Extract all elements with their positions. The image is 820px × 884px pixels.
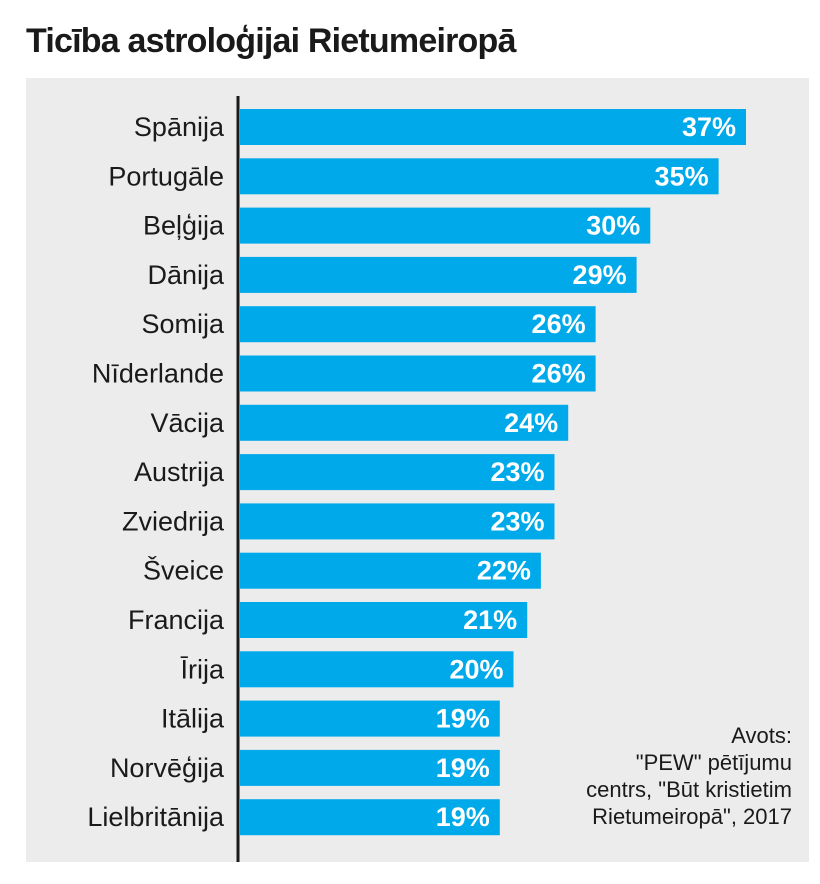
bar <box>240 749 500 786</box>
bar <box>240 306 596 343</box>
value-label: 26% <box>532 309 586 339</box>
category-label: Somija <box>141 309 225 339</box>
category-label: Austrija <box>134 457 225 487</box>
value-label: 19% <box>436 802 490 832</box>
source-line: centrs, "Būt kristietim <box>586 777 792 802</box>
category-label: Zviedrija <box>122 506 225 536</box>
value-label: 26% <box>532 359 586 389</box>
bar <box>240 602 528 638</box>
bar <box>240 207 651 244</box>
category-label: Portugāle <box>108 161 224 191</box>
value-label: 29% <box>573 260 627 290</box>
category-label: Norvēģija <box>110 753 225 783</box>
bar <box>240 355 596 392</box>
chart-title: Ticība astroloģijai Rietumeiropā <box>26 22 516 60</box>
value-label: 19% <box>436 753 490 783</box>
value-label: 23% <box>490 506 544 536</box>
category-label: Šveice <box>143 555 224 586</box>
bar <box>240 799 500 836</box>
bar <box>240 700 500 737</box>
bar <box>240 503 555 540</box>
category-label: Dānija <box>147 260 225 290</box>
value-label: 20% <box>449 654 503 684</box>
value-label: 24% <box>504 408 558 438</box>
category-label: Francija <box>128 605 225 635</box>
category-label: Vācija <box>150 408 225 438</box>
value-label: 30% <box>586 211 640 241</box>
bar <box>240 404 569 441</box>
bar <box>240 552 541 589</box>
category-label: Īrija <box>180 654 224 684</box>
bar <box>240 109 746 145</box>
source-note: Avots: "PEW" pētījumu centrs, "Būt krist… <box>492 722 792 830</box>
bar <box>240 256 637 293</box>
category-label: Beļģija <box>143 211 225 241</box>
bar <box>240 651 514 688</box>
value-label: 19% <box>436 704 490 734</box>
source-line: Rietumeiropā", 2017 <box>592 804 792 829</box>
value-label: 37% <box>682 112 736 142</box>
source-line: "PEW" pētījumu <box>635 750 792 775</box>
category-label: Nīderlande <box>92 359 224 389</box>
bar <box>240 158 719 195</box>
value-label: 23% <box>490 457 544 487</box>
bar <box>240 454 555 491</box>
source-line: Avots: <box>731 723 792 748</box>
category-label: Lielbritānija <box>87 802 225 832</box>
value-label: 35% <box>655 161 709 191</box>
value-label: 21% <box>463 605 517 635</box>
category-label: Spānija <box>134 112 225 142</box>
value-label: 22% <box>477 556 531 586</box>
category-label: Itālija <box>161 704 225 734</box>
